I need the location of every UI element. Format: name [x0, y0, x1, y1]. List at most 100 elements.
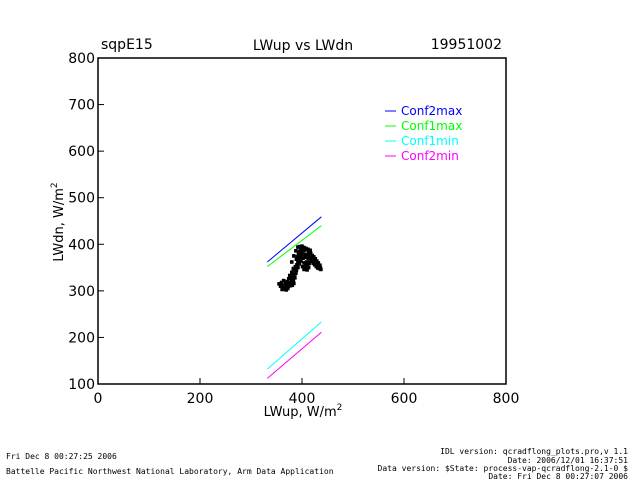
data-point [294, 268, 299, 273]
site-label: sqpE15 [101, 37, 153, 53]
footer-left-2: Battelle Pacific Northwest National Labo… [6, 467, 334, 476]
y-axis-label: LWdn, W/m2 [50, 182, 67, 261]
data-point [295, 255, 300, 259]
data-point [296, 245, 300, 249]
data-point [312, 262, 317, 267]
data-point [306, 256, 310, 261]
data-point [304, 246, 308, 251]
data-point [318, 263, 322, 268]
data-point [299, 248, 303, 252]
data-point [291, 266, 296, 271]
data-point [301, 256, 305, 261]
data-point [291, 272, 295, 277]
data-point [307, 261, 311, 266]
x-tick-label: 800 [493, 391, 520, 407]
y-tick-label: 500 [68, 191, 95, 207]
data-point [302, 267, 306, 272]
data-point [291, 274, 295, 279]
data-point [306, 247, 310, 252]
data-point [313, 256, 318, 261]
data-point [290, 260, 294, 264]
series-layer [266, 216, 322, 379]
data-point [280, 287, 284, 292]
data-point [306, 250, 311, 255]
data-point [314, 259, 319, 263]
data-point [281, 278, 286, 283]
data-point [297, 258, 301, 262]
data-point [292, 281, 296, 286]
series-line-conf2min [266, 331, 322, 379]
data-point [303, 263, 308, 268]
data-point [312, 258, 317, 263]
data-point [288, 283, 293, 288]
date-label: 19951002 [431, 37, 502, 53]
data-point [303, 255, 308, 260]
data-point [298, 255, 302, 260]
data-point [308, 248, 312, 253]
data-point [293, 276, 297, 280]
legend-label: Conf1min [401, 134, 459, 148]
data-point [293, 272, 297, 276]
data-point [297, 262, 302, 266]
data-point [296, 265, 300, 270]
data-point [295, 262, 299, 267]
data-point [302, 261, 306, 265]
data-point [299, 259, 303, 263]
x-tick-label: 200 [187, 391, 214, 407]
data-point [286, 276, 291, 281]
data-point [316, 261, 321, 265]
data-point [289, 277, 294, 282]
data-point [304, 260, 309, 264]
data-point [278, 284, 283, 288]
data-point [294, 257, 299, 261]
data-point [281, 285, 285, 290]
legend-label: Conf2max [401, 104, 462, 118]
data-point [291, 278, 296, 283]
data-point [318, 265, 323, 270]
x-tick-label: 400 [289, 391, 316, 407]
y-tick-label: 200 [68, 330, 95, 346]
y-tick-label: 300 [68, 284, 95, 300]
y-tick-label: 400 [68, 237, 95, 253]
y-tick-label: 100 [68, 377, 95, 393]
data-point [300, 250, 304, 255]
data-point [286, 284, 291, 289]
data-point [294, 249, 298, 253]
footer-left-1: Fri Dec 8 00:27:25 2006 [6, 452, 117, 461]
data-point [285, 279, 290, 284]
data-point [305, 252, 309, 257]
data-point [296, 251, 301, 256]
data-point [306, 265, 311, 270]
observed-points [277, 244, 323, 292]
data-point [301, 249, 306, 253]
data-point [284, 283, 289, 287]
data-point [305, 268, 309, 272]
data-point [287, 281, 292, 285]
data-point [298, 244, 302, 249]
data-point [300, 264, 305, 269]
data-point [293, 264, 298, 269]
data-point [280, 283, 285, 288]
data-point [300, 244, 304, 248]
footer-right-2: Date: 2006/12/01 16:37:51 [507, 456, 628, 465]
data-point [302, 252, 307, 257]
data-point [299, 253, 304, 258]
data-point [303, 265, 307, 270]
series-line-conf1min [266, 321, 322, 370]
footer-right-4: Date: Fri Dec 8 00:27:07 2006 [488, 472, 628, 481]
y-tick-label: 600 [68, 144, 95, 160]
data-point [305, 263, 310, 268]
legend-label: Conf2min [401, 149, 459, 163]
data-point [287, 273, 292, 278]
data-point [290, 270, 294, 275]
x-tick-label: 0 [94, 391, 103, 407]
data-point [290, 283, 295, 288]
footer-right-3: Data version: $State: process-vap-qcradf… [377, 464, 628, 473]
x-tick-label: 600 [391, 391, 418, 407]
chart-title: LWup vs LWdn [253, 38, 353, 54]
data-point [319, 267, 323, 272]
legend-label: Conf1max [401, 119, 462, 133]
footer-right-1: IDL version: qcradflong_plots.pro,v 1.1 [440, 447, 628, 456]
